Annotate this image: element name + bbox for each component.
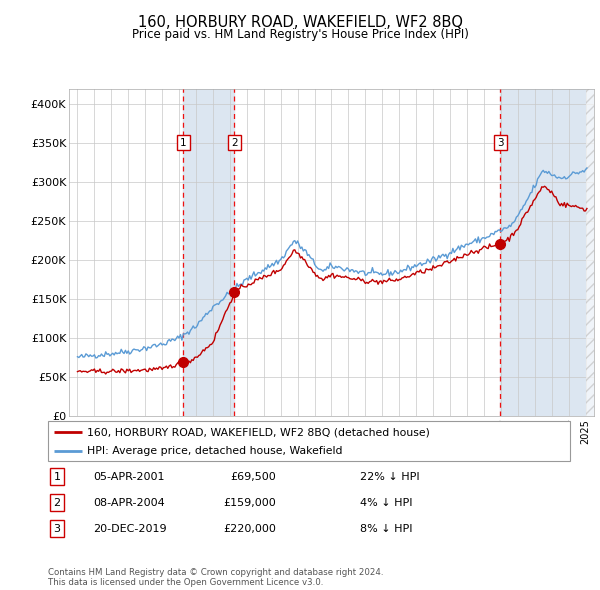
Text: 1: 1	[53, 472, 61, 481]
Bar	[500, 88, 594, 416]
Text: 2: 2	[53, 498, 61, 507]
Text: 1: 1	[180, 137, 187, 148]
Text: 4% ↓ HPI: 4% ↓ HPI	[360, 498, 413, 507]
Text: 20-DEC-2019: 20-DEC-2019	[93, 524, 167, 533]
Text: 3: 3	[497, 137, 503, 148]
Text: £220,000: £220,000	[223, 524, 276, 533]
Bar	[184, 88, 235, 416]
Text: 160, HORBURY ROAD, WAKEFIELD, WF2 8BQ: 160, HORBURY ROAD, WAKEFIELD, WF2 8BQ	[137, 15, 463, 30]
Text: Contains HM Land Registry data © Crown copyright and database right 2024.
This d: Contains HM Land Registry data © Crown c…	[48, 568, 383, 587]
Text: 160, HORBURY ROAD, WAKEFIELD, WF2 8BQ (detached house): 160, HORBURY ROAD, WAKEFIELD, WF2 8BQ (d…	[87, 427, 430, 437]
Text: HPI: Average price, detached house, Wakefield: HPI: Average price, detached house, Wake…	[87, 447, 343, 456]
Text: 3: 3	[53, 524, 61, 533]
FancyBboxPatch shape	[48, 421, 570, 461]
Polygon shape	[586, 88, 594, 416]
Text: £159,000: £159,000	[223, 498, 276, 507]
Text: 8% ↓ HPI: 8% ↓ HPI	[360, 524, 413, 533]
Text: £69,500: £69,500	[230, 472, 276, 481]
Text: 08-APR-2004: 08-APR-2004	[93, 498, 165, 507]
Text: 05-APR-2001: 05-APR-2001	[93, 472, 164, 481]
Text: 22% ↓ HPI: 22% ↓ HPI	[360, 472, 419, 481]
Text: 2: 2	[231, 137, 238, 148]
Text: Price paid vs. HM Land Registry's House Price Index (HPI): Price paid vs. HM Land Registry's House …	[131, 28, 469, 41]
